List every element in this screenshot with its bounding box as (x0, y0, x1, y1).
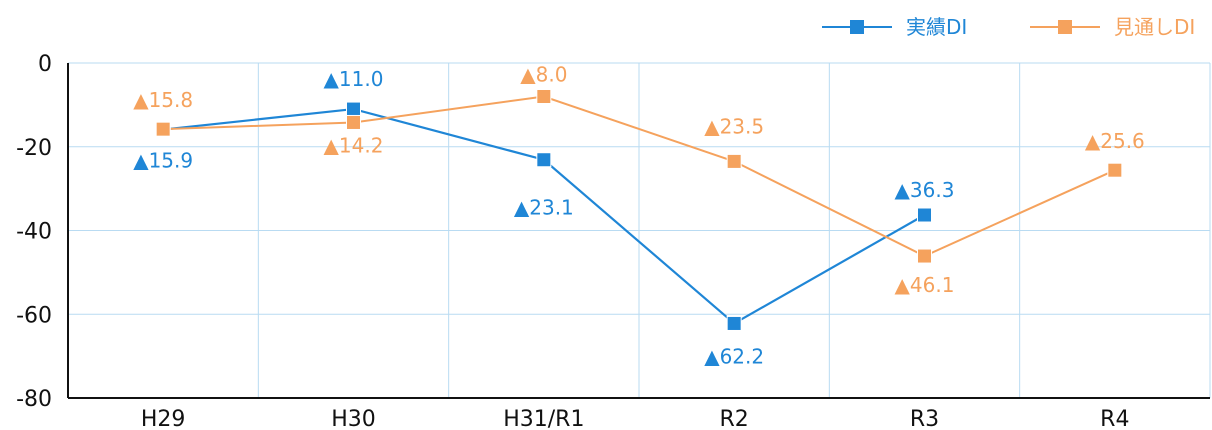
series-points (155, 89, 1123, 331)
data-label: ▲8.0 (520, 63, 567, 87)
y-tick-labels: 0 -20 -40 -60 -80 (16, 52, 52, 412)
legend-label: 実績DI (906, 15, 967, 39)
data-point (536, 89, 552, 104)
data-label: ▲62.2 (704, 344, 764, 368)
y-tick-label: -60 (16, 303, 52, 328)
legend: 実績DI 見通しDI (822, 15, 1195, 39)
data-point (726, 315, 742, 331)
data-label: ▲14.2 (324, 133, 384, 157)
x-tick-label: H31/R1 (503, 407, 584, 430)
x-tick-label: R3 (910, 407, 939, 430)
x-tick-label: R4 (1100, 407, 1129, 430)
legend-label: 見通しDI (1114, 15, 1195, 39)
legend-marker (850, 20, 864, 34)
y-tick-label: 0 (38, 52, 52, 77)
series-line-2 (163, 95, 1116, 258)
y-tick-label: -80 (16, 387, 52, 412)
data-label: ▲46.1 (895, 273, 955, 297)
data-label: ▲23.5 (704, 114, 764, 138)
x-tick-label: R2 (720, 407, 749, 430)
y-tick-label: -20 (16, 136, 52, 161)
data-label: ▲23.1 (514, 196, 574, 220)
axes (67, 63, 1210, 399)
data-point (346, 101, 361, 117)
data-label: ▲36.3 (895, 178, 955, 202)
data-point (726, 153, 742, 169)
legend-marker (1058, 20, 1072, 34)
x-tick-labels: H29 H30 H31/R1 R2 R3 R4 (141, 407, 1130, 430)
data-point (536, 152, 552, 168)
y-tick-label: -40 (16, 220, 52, 245)
data-point (155, 121, 171, 137)
grid-lines (68, 62, 1211, 398)
data-point (917, 248, 932, 264)
data-label: ▲25.6 (1085, 129, 1145, 153)
data-labels: ▲15.9 ▲11.0 ▲23.1 ▲62.2 ▲36.3 ▲15.8 ▲14.2 ▲8.0 ▲… (133, 63, 1145, 369)
x-tick-label: H29 (141, 407, 186, 430)
data-label: ▲15.9 (133, 149, 193, 173)
data-label: ▲15.8 (133, 88, 193, 112)
data-point (1107, 162, 1123, 178)
data-point (346, 114, 361, 130)
x-tick-label: H30 (331, 407, 376, 430)
data-point (917, 207, 932, 223)
data-label: ▲11.0 (324, 67, 384, 91)
